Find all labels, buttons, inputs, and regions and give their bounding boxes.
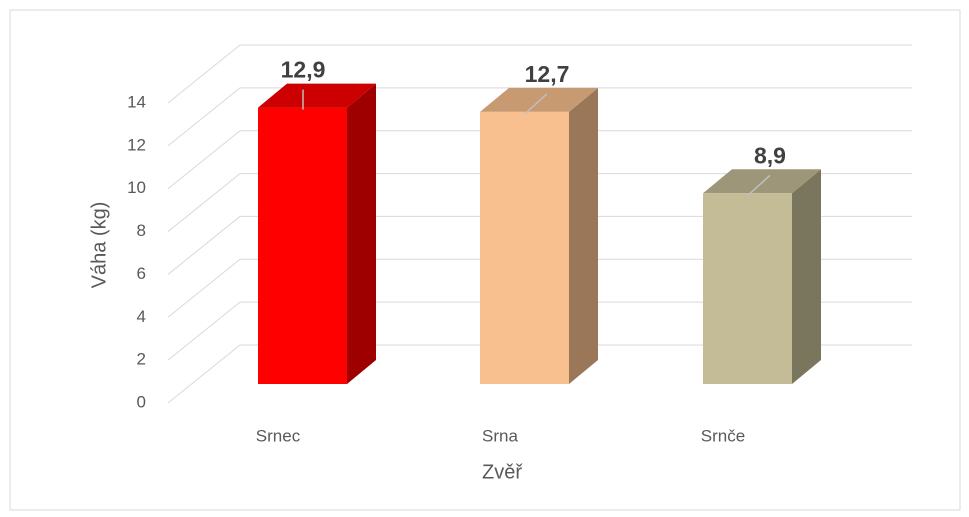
grid-line (167, 301, 912, 361)
bar-side (347, 83, 376, 385)
y-tick-label: 6 (137, 264, 146, 283)
y-tick-label: 0 (137, 392, 146, 411)
grid-line (167, 44, 912, 104)
value-label: 12,9 (281, 57, 326, 83)
bar-side (569, 87, 598, 384)
grid-line (167, 215, 912, 275)
x-axis-title: Zvěř (482, 461, 523, 483)
value-label: 12,7 (525, 61, 570, 87)
bar (480, 111, 569, 384)
x-tick-label: Srnec (256, 426, 301, 445)
bar-top (258, 83, 376, 108)
bar (258, 107, 347, 385)
y-tick-label: 4 (137, 307, 146, 326)
y-axis-title: Váha (kg) (88, 202, 110, 289)
y-tick-label: 8 (137, 221, 146, 240)
bar-top (480, 87, 598, 112)
grid-line (167, 87, 912, 147)
y-tick-label: 12 (127, 135, 146, 154)
y-tick-label: 2 (137, 350, 146, 369)
grid-line (167, 344, 912, 404)
value-label: 8,9 (754, 142, 786, 168)
x-tick-label: Srnče (701, 426, 745, 445)
bar-side (792, 169, 821, 384)
grid-line (167, 173, 912, 232)
grid-line (167, 258, 912, 318)
grid-line (167, 130, 912, 190)
y-tick-label: 10 (127, 178, 146, 197)
y-tick-label: 14 (127, 92, 146, 111)
leader-line (747, 174, 771, 196)
leader-line (524, 93, 548, 115)
x-tick-label: Srna (482, 426, 518, 445)
bar (703, 193, 792, 384)
bar-top (703, 169, 821, 194)
